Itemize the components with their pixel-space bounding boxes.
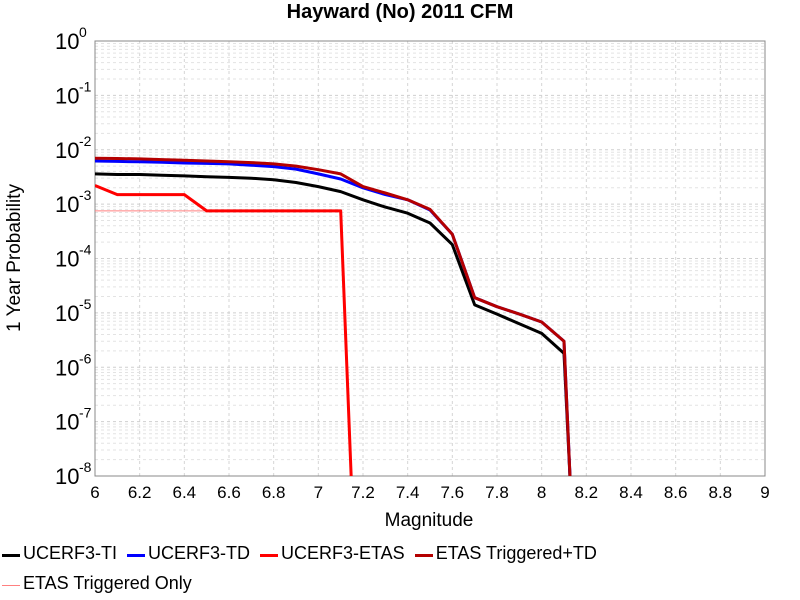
- y-tick-exponent: -7: [79, 405, 92, 421]
- series-layer: [95, 156, 572, 476]
- x-tick-label: 6.6: [217, 483, 241, 502]
- x-tick-label: 8.4: [619, 483, 643, 502]
- series-line-ucerf3-etas: [95, 184, 353, 476]
- legend-label: ETAS Triggered+TD: [435, 542, 597, 563]
- y-tick-label: 10 -1: [55, 78, 92, 108]
- legend-item: ETAS Triggered+TD: [414, 542, 597, 564]
- y-tick-base: 10: [55, 464, 79, 489]
- plot-frame: [94, 40, 766, 477]
- x-tick-label: 7.8: [485, 483, 509, 502]
- x-tick-label: 7.6: [441, 483, 465, 502]
- y-tick-label: 10 -5: [55, 296, 92, 326]
- y-tick-label: 10 -6: [55, 350, 92, 380]
- x-tick-label: 7: [314, 483, 323, 502]
- x-axis-label: Magnitude: [385, 510, 474, 531]
- y-tick-exponent: -1: [79, 78, 92, 94]
- x-tick-label: 6.8: [262, 483, 286, 502]
- y-tick-base: 10: [55, 29, 79, 54]
- y-tick-label: 10 -7: [55, 405, 92, 435]
- x-tick-label: 8.6: [664, 483, 688, 502]
- y-tick-exponent: -2: [79, 133, 92, 149]
- x-tick-label: 6: [90, 483, 99, 502]
- y-tick-exponent: -3: [79, 187, 92, 203]
- chart-title: Hayward (No) 2011 CFM: [287, 1, 514, 23]
- series-line-etas-triggered-td: [95, 156, 572, 476]
- y-tick-base: 10: [55, 192, 79, 217]
- y-tick-exponent: -4: [79, 242, 92, 258]
- x-tick-label: 7.4: [396, 483, 420, 502]
- legend-row: ETAS Triggered Only: [0, 568, 800, 598]
- x-tick-label: 8.8: [709, 483, 733, 502]
- x-tick-label: 9: [760, 483, 769, 502]
- legend-swatch: [127, 553, 145, 557]
- x-tick-label: 8.2: [575, 483, 599, 502]
- y-tick-base: 10: [55, 247, 79, 272]
- legend: UCERF3-TI UCERF3-TD UCERF3-ETAS ETAS Trigge…: [0, 538, 800, 598]
- y-tick-exponent: -5: [79, 296, 92, 312]
- y-tick-base: 10: [55, 355, 79, 380]
- legend-swatch: [2, 553, 20, 557]
- x-tick-label: 6.2: [128, 483, 152, 502]
- legend-item: UCERF3-ETAS: [260, 543, 405, 564]
- y-tick-label: 10 0: [55, 24, 87, 54]
- chart-background: [0, 0, 800, 540]
- legend-swatch: [260, 553, 278, 557]
- y-tick-base: 10: [55, 410, 79, 435]
- chart: Hayward (No) 2011 CFM 6 6.2 6.4 6.6 6.8 7 7.2 7…: [0, 0, 800, 540]
- legend-label: UCERF3-TI: [23, 542, 117, 563]
- y-tick-exponent: -8: [79, 459, 92, 475]
- y-tick-label: 10 -4: [55, 242, 92, 272]
- grid: [94, 41, 766, 477]
- y-tick-base: 10: [55, 138, 79, 163]
- legend-item: UCERF3-TD: [127, 543, 250, 564]
- legend-swatch: [2, 584, 20, 586]
- legend-row: UCERF3-TI UCERF3-TD UCERF3-ETAS ETAS Trigge…: [0, 538, 800, 568]
- y-tick-exponent: 0: [79, 24, 87, 40]
- series-line-ucerf3-ti: [95, 172, 572, 476]
- legend-label: ETAS Triggered Only: [23, 572, 192, 593]
- legend-item: UCERF3-TI: [2, 543, 117, 564]
- legend-item: ETAS Triggered Only: [2, 573, 192, 594]
- y-tick-base: 10: [55, 301, 79, 326]
- x-ticks: 6 6.2 6.4 6.6 6.8 7 7.2 7.4 7.6 7.8 8 8.2 8.4 8.6 8.8 9: [90, 483, 769, 502]
- y-axis-label: 1 Year Probability: [4, 184, 25, 332]
- y-tick-exponent: -6: [79, 350, 92, 366]
- legend-label: UCERF3-TD: [148, 542, 250, 563]
- x-tick-label: 8: [537, 483, 546, 502]
- x-tick-label: 7.2: [351, 483, 375, 502]
- x-tick-label: 6.4: [173, 483, 197, 502]
- legend-swatch: [414, 553, 433, 557]
- y-tick-label: 10 -3: [55, 187, 92, 217]
- y-tick-label: 10 -8: [55, 459, 92, 489]
- y-tick-base: 10: [55, 83, 79, 108]
- y-tick-label: 10 -2: [55, 133, 92, 163]
- legend-label: UCERF3-ETAS: [281, 542, 405, 563]
